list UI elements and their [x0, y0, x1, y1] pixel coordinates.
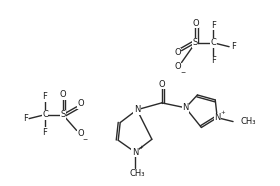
Text: F: F	[43, 92, 47, 101]
Text: +: +	[139, 145, 143, 150]
Text: CH₃: CH₃	[129, 169, 145, 178]
Text: O: O	[59, 90, 66, 100]
Text: F: F	[211, 20, 216, 30]
Text: N: N	[214, 113, 220, 122]
Text: O: O	[77, 129, 84, 138]
Text: O: O	[77, 99, 84, 108]
Text: N: N	[182, 103, 189, 112]
Text: C: C	[42, 110, 48, 119]
Text: S: S	[193, 38, 198, 47]
Text: O: O	[174, 48, 181, 57]
Text: −: −	[180, 69, 185, 74]
Text: F: F	[231, 42, 235, 51]
Text: O: O	[158, 80, 165, 89]
Text: −: −	[82, 137, 87, 142]
Text: F: F	[211, 56, 216, 65]
Text: F: F	[23, 114, 28, 123]
Text: N: N	[132, 148, 138, 157]
Text: N: N	[134, 105, 140, 114]
Text: S: S	[60, 110, 66, 119]
Text: O: O	[174, 62, 181, 71]
Text: C: C	[210, 38, 216, 47]
Text: F: F	[43, 128, 47, 137]
Text: +: +	[221, 110, 226, 115]
Text: CH₃: CH₃	[241, 117, 256, 126]
Text: O: O	[192, 19, 199, 28]
